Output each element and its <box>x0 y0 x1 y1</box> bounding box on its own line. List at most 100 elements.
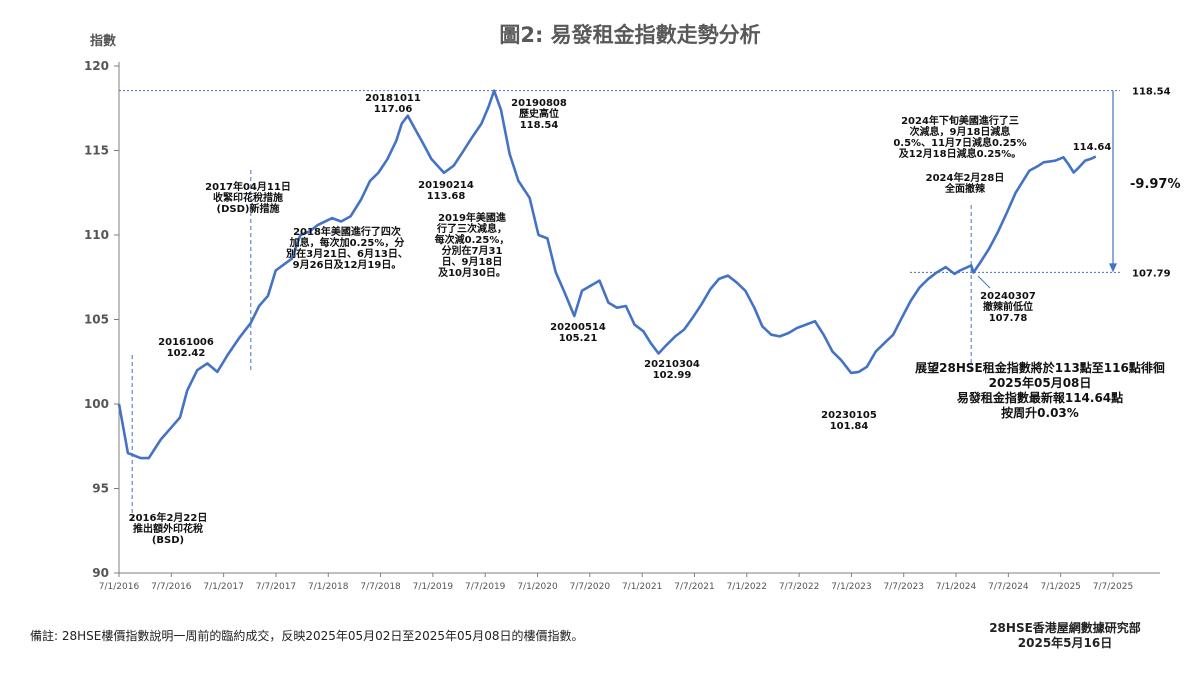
series-line <box>117 89 1097 460</box>
y-tick-label: 115 <box>84 144 109 158</box>
annotation-line: 117.06 <box>374 104 413 115</box>
footer-source: 28HSE香港屋網數據研究部 <box>989 620 1141 635</box>
annotation-line: 行了三次減息， <box>436 222 507 235</box>
annotation-9: 20210304 102.99 <box>644 359 700 381</box>
annotation-2: 2017年04月11日收緊印花稅措施(DSD)新措施 <box>205 180 291 215</box>
annotation-line: 2024年2月28日 <box>926 171 1005 184</box>
annotation-11: 20240307 撤辣前低位 107.78 <box>980 291 1036 324</box>
annotation-line: 20161006 <box>158 337 214 348</box>
annotations: 2016年2月22日推出額外印花稅(BSD) 20161006 102.42 2017… <box>129 93 1036 546</box>
annotation-line: 撤辣前低位 <box>983 300 1033 313</box>
x-tick-label: 7/7/2017 <box>256 582 296 592</box>
annotation-line: 推出額外印花稅 <box>133 522 203 535</box>
x-tick-label: 7/1/2024 <box>936 582 977 592</box>
outlook-line: 2025年05月08日 <box>989 375 1092 390</box>
annotation-line: 歷史高位 <box>519 107 559 120</box>
annotation-line: 每次減0.25%， <box>435 233 510 246</box>
annotation-line: 20190214 <box>418 180 474 191</box>
annotation-8: 20200514 105.21 <box>550 322 606 344</box>
annotation-line: 20190808 <box>511 98 567 109</box>
annotation-line: 20230105 <box>821 410 877 421</box>
annotation-line: 及10月30日。 <box>438 267 506 279</box>
annotation-line: 分別在7月31 <box>442 244 503 257</box>
annotation-line: 0.5%、11月7日減息0.25% <box>893 136 1026 149</box>
x-tick-label: 7/1/2022 <box>727 582 767 592</box>
x-tick-label: 7/1/2020 <box>517 582 558 592</box>
annotation-line: 20210304 <box>644 359 700 370</box>
annotation-line: 118.54 <box>520 120 559 131</box>
x-tick-label: 7/7/2022 <box>779 582 819 592</box>
y-tick-label: 120 <box>84 59 109 73</box>
y-axis-label: 指數 <box>90 33 116 49</box>
x-tick-label: 7/1/2021 <box>622 582 662 592</box>
annotation-13: 2024年下旬美國進行了三次減息，9月18日減息 0.5%、11月7日減息0.25… <box>893 114 1026 160</box>
x-tick-label: 7/1/2016 <box>99 582 140 592</box>
annotation-line: 101.84 <box>830 421 869 432</box>
change-label: -9.97% <box>1130 177 1181 192</box>
annotation-line: 113.68 <box>427 191 466 202</box>
reference-line-label: 118.54 <box>1132 87 1171 98</box>
annotation-line: (DSD)新措施 <box>217 202 280 215</box>
annotation-1: 20161006 102.42 <box>158 337 214 359</box>
series-lines: 114.64 <box>117 89 1112 460</box>
chart-title: 圖2: 易發租金指數走勢分析 <box>499 23 760 47</box>
x-tick-label: 7/1/2017 <box>203 582 243 592</box>
y-tick-label: 110 <box>84 228 109 242</box>
annotation-line: 全面撤辣 <box>944 182 986 195</box>
x-axis-ticks: 7/1/2016 7/7/2016 7/1/2017 7/7/2017 7/1/2018… <box>99 572 1160 592</box>
annotation-line: 102.99 <box>653 370 692 381</box>
x-tick-label: 7/7/2025 <box>1093 582 1133 592</box>
annotation-line: 2018年美國進行了四次 <box>293 225 401 238</box>
x-tick-label: 7/1/2019 <box>413 582 454 592</box>
annotation-line: (BSD) <box>152 535 184 546</box>
annotation-line: 107.78 <box>989 313 1028 324</box>
annotation-line: 20200514 <box>550 322 606 333</box>
x-tick-label: 7/7/2018 <box>360 582 401 592</box>
annotation-line: 20240307 <box>980 291 1036 302</box>
annotation-10: 20230105 101.84 <box>821 410 877 432</box>
annotation-4: 20181011 117.06 <box>365 93 421 115</box>
annotation-3: 2018年美國進行了四次加息，每次加0.25%，分別在3月21日、6月13日、 9… <box>285 225 408 271</box>
x-tick-label: 7/7/2019 <box>465 582 506 592</box>
annotation-line: 9月26日及12月19日。 <box>293 259 402 271</box>
y-tick-label: 105 <box>84 313 109 327</box>
x-tick-label: 7/1/2018 <box>308 582 349 592</box>
y-tick-label: 95 <box>92 482 109 496</box>
annotation-line: 105.21 <box>559 333 598 344</box>
annotation-line: 日、9月18日 <box>442 256 503 268</box>
annotation-pointer <box>977 275 991 289</box>
annotation-7: 2019年美國進行了三次減息，每次減0.25%，分別在7月31 日、9月18日及1… <box>435 211 510 279</box>
outlook-line: 展望28HSE租金指數將於113點至116點徘徊 <box>915 360 1165 375</box>
reference-line-label: 107.79 <box>1132 268 1171 279</box>
annotation-line: 2019年美國進 <box>438 211 507 224</box>
footer-date: 2025年5月16日 <box>1018 635 1112 650</box>
annotation-line: 20181011 <box>365 93 421 104</box>
annotation-line: 收緊印花稅措施 <box>213 191 283 204</box>
event-markers <box>131 170 972 520</box>
annotation-line: 102.42 <box>167 348 206 359</box>
x-tick-label: 7/7/2020 <box>570 582 611 592</box>
annotation-line: 別在3月21日、6月13日、 <box>285 247 408 260</box>
x-tick-label: 7/7/2021 <box>674 582 714 592</box>
footer-note: 備註: 28HSE樓價指數說明一周前的臨約成交，反映2025年05月02日至20… <box>30 628 584 643</box>
reference-lines: 118.54 107.79 -9.97% <box>119 87 1181 279</box>
annotation-5: 20190214 113.68 <box>418 180 474 202</box>
annotation-line: 加息，每次加0.25%，分 <box>289 236 405 249</box>
x-tick-label: 7/1/2023 <box>831 582 871 592</box>
x-tick-label: 7/1/2025 <box>1040 582 1080 592</box>
y-axis-ticks: 90 95 100 105 110 115 120 <box>84 59 120 580</box>
annotation-line: 2017年04月11日 <box>205 180 291 193</box>
x-tick-label: 7/7/2016 <box>151 582 192 592</box>
change-arrow-head <box>1109 263 1117 273</box>
annotation-0: 2016年2月22日推出額外印花稅(BSD) <box>129 511 208 546</box>
x-tick-label: 7/7/2023 <box>884 582 924 592</box>
annotation-6: 20190808 歷史高位 118.54 <box>511 98 567 131</box>
outlook-line: 按周升0.03% <box>1001 405 1079 420</box>
y-tick-label: 90 <box>92 566 109 580</box>
annotation-line: 及12月18日減息0.25%。 <box>899 147 1022 160</box>
x-tick-label: 7/7/2024 <box>988 582 1029 592</box>
end-value-label: 114.64 <box>1073 142 1112 153</box>
y-tick-label: 100 <box>84 397 109 411</box>
